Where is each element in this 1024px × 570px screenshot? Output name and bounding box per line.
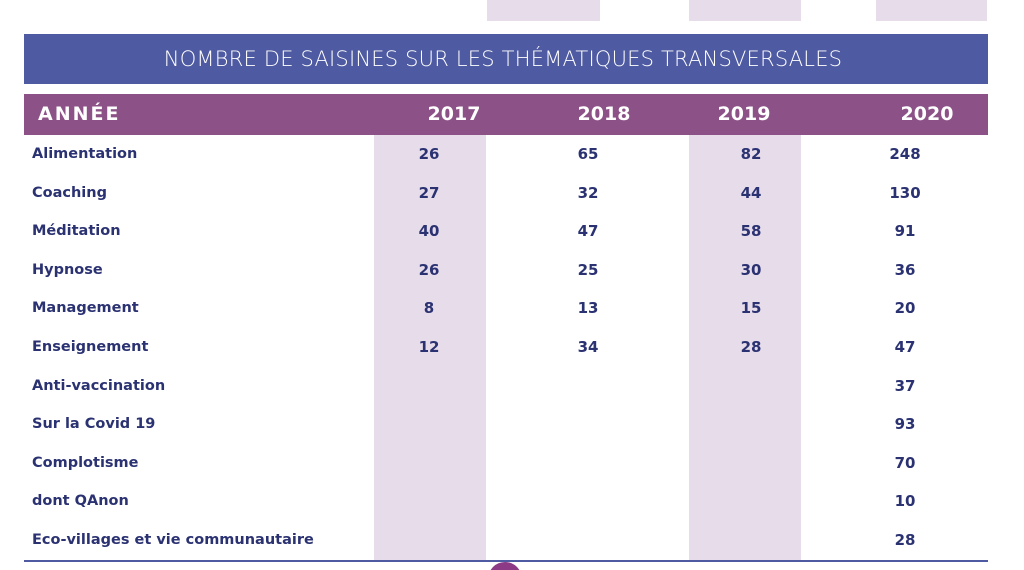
row-label: dont QAnon	[32, 493, 129, 510]
cell-2020: 20	[894, 299, 916, 318]
cell-2017: 8	[423, 299, 435, 318]
row-label: Eco-villages et vie communautaire	[32, 531, 314, 548]
table-row: Enseignement 12 34 28 47	[24, 328, 988, 367]
cell-2020: 37	[894, 376, 916, 395]
cell-2020: 130	[889, 183, 921, 202]
header-label-annee: ANNÉE	[38, 103, 121, 125]
cell-2017: 40	[418, 222, 440, 241]
cell-2017: 26	[418, 260, 440, 279]
cell-2018: 25	[577, 260, 599, 279]
header-year-2020: 2020	[900, 103, 954, 125]
table-row: Alimentation 26 65 82 248	[24, 135, 988, 174]
table-row: Complotisme 70	[24, 444, 988, 483]
cell-2018: 32	[577, 183, 599, 202]
cell-2019: 28	[740, 337, 762, 356]
cell-2020: 28	[894, 530, 916, 549]
row-label: Méditation	[32, 223, 121, 240]
table-body: Alimentation 26 65 82 248 Coaching 27 32 44 130 Mé…	[24, 135, 988, 560]
cell-2020: 10	[894, 492, 916, 511]
row-label: Coaching	[32, 184, 107, 201]
cell-2020: 248	[889, 145, 921, 163]
cell-2019: 58	[740, 222, 762, 241]
table-row: dont QAnon 10	[24, 482, 988, 521]
cell-2020: 93	[894, 415, 916, 434]
table-row: Anti-vaccination 37	[24, 367, 988, 406]
cell-2019: 30	[740, 260, 762, 279]
cell-2017: 26	[418, 145, 440, 163]
cell-2020: 91	[894, 222, 916, 241]
cell-2019: 82	[740, 145, 762, 163]
cell-2018: 34	[577, 337, 599, 356]
column-stripe-top	[689, 0, 801, 21]
cell-2018: 13	[577, 299, 599, 318]
cell-2020: 47	[894, 337, 916, 356]
row-label: Complotisme	[32, 454, 139, 471]
row-label: Enseignement	[32, 338, 149, 355]
cell-2020: 36	[894, 260, 916, 279]
row-label: Hypnose	[32, 261, 103, 278]
cell-2018: 65	[577, 145, 599, 163]
row-label: Alimentation	[32, 146, 138, 162]
table-row: Méditation 40 47 58 91	[24, 212, 988, 251]
column-stripe-top	[487, 0, 600, 21]
cell-2019: 15	[740, 299, 762, 318]
column-stripe-2019	[689, 135, 801, 560]
row-label: Anti-vaccination	[32, 377, 166, 394]
column-stripe-2017	[374, 135, 486, 560]
table-title: NOMBRE DE SAISINES SUR LES THÉMATIQUES T…	[24, 34, 988, 84]
table-row: Management 8 13 15 20	[24, 289, 988, 328]
table-row: Sur la Covid 19 93	[24, 405, 988, 444]
header-year-2019: 2019	[717, 103, 771, 125]
table-row: Eco-villages et vie communautaire 28	[24, 521, 988, 560]
row-label: Sur la Covid 19	[32, 416, 156, 433]
table-row: Hypnose 26 25 30 36	[24, 251, 988, 290]
cell-2017: 12	[418, 337, 440, 356]
row-label: Management	[32, 300, 139, 317]
header-year-2017: 2017	[427, 103, 481, 125]
column-stripe-top	[876, 0, 987, 21]
cell-2020: 70	[894, 453, 916, 472]
table-header-row: ANNÉE 2017 2018 2019 2020	[24, 94, 988, 135]
cell-2019: 44	[740, 183, 762, 202]
page-decoration-circle	[488, 562, 522, 570]
header-year-2018: 2018	[577, 103, 631, 125]
cell-2018: 47	[577, 222, 599, 241]
table-row: Coaching 27 32 44 130	[24, 174, 988, 213]
table-bottom-border	[24, 560, 988, 562]
cell-2017: 27	[418, 183, 440, 202]
